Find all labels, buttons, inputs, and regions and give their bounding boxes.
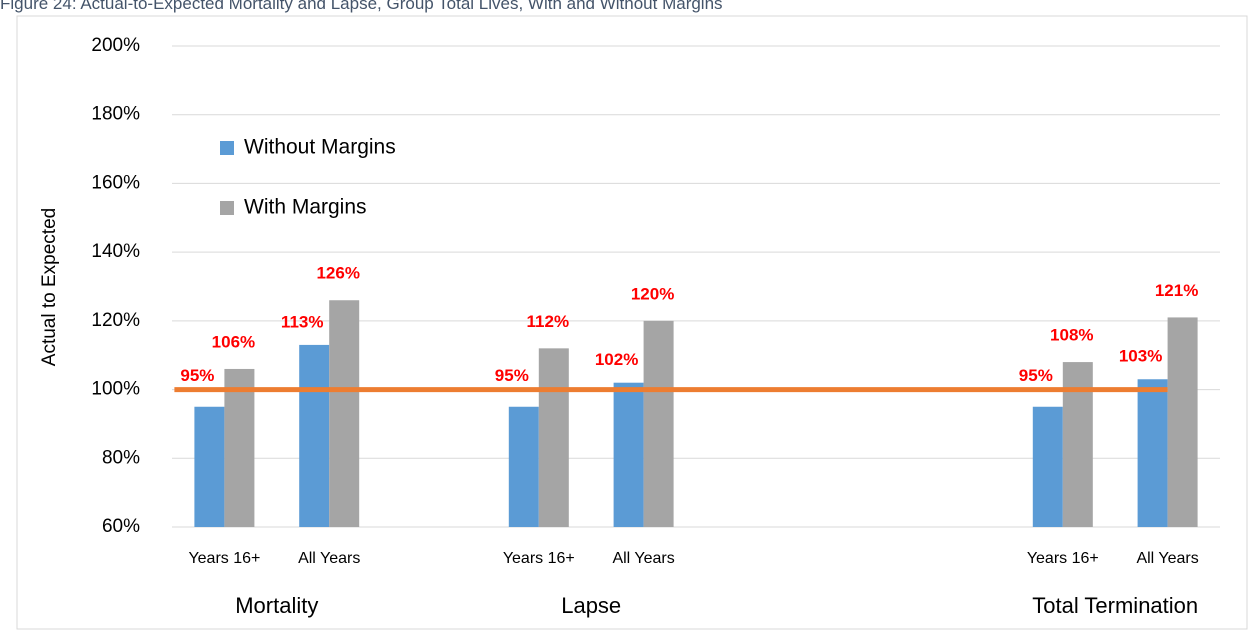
group-label: Total Termination [1032, 593, 1198, 618]
value-label: 95% [495, 366, 529, 385]
y-axis-title: Actual to Expected [39, 208, 60, 366]
x-tick-label: Years 16+ [188, 550, 260, 567]
bar [508, 406, 539, 527]
y-tick-label: 80% [102, 447, 140, 468]
value-label: 108% [1050, 326, 1093, 345]
chart-title: Figure 24: Actual-to-Expected Mortality … [0, 0, 723, 13]
chart-border [16, 15, 1248, 630]
bar [1062, 362, 1093, 527]
group-label: Mortality [235, 593, 318, 618]
y-tick-label: 140% [91, 241, 140, 262]
legend-label: Without Margins [244, 136, 396, 159]
y-tick-label: 200% [91, 35, 140, 56]
bar [643, 320, 674, 527]
value-label: 113% [281, 312, 324, 331]
value-label: 103% [1119, 347, 1162, 366]
y-tick-label: 160% [91, 172, 140, 193]
y-tick-label: 60% [102, 516, 140, 537]
x-tick-label: Years 16+ [503, 550, 575, 567]
bar [299, 344, 330, 527]
legend-label: With Margins [244, 196, 367, 219]
value-label: 95% [1019, 366, 1053, 385]
y-tick-label: 120% [91, 310, 140, 331]
y-tick-label: 100% [91, 379, 140, 400]
value-label: 106% [212, 332, 255, 351]
bar [224, 368, 255, 527]
x-tick-label: All Years [1136, 550, 1198, 567]
x-tick-label: Years 16+ [1027, 550, 1099, 567]
bar [613, 382, 644, 527]
bar [1032, 406, 1063, 527]
value-label: 120% [631, 284, 674, 303]
group-label: Lapse [561, 593, 621, 618]
bar [1167, 317, 1198, 527]
bar [329, 300, 360, 527]
value-label: 102% [595, 350, 638, 369]
value-label: 121% [1155, 281, 1198, 300]
x-tick-label: All Years [612, 550, 674, 567]
value-label: 112% [527, 312, 570, 331]
y-tick-label: 180% [91, 104, 140, 125]
legend-swatch [220, 201, 234, 215]
x-tick-label: All Years [298, 550, 360, 567]
value-label: 126% [316, 264, 359, 283]
bar [194, 406, 225, 527]
bar [538, 348, 569, 527]
bar [1137, 379, 1168, 527]
legend-swatch [220, 141, 234, 155]
value-label: 95% [180, 366, 214, 385]
